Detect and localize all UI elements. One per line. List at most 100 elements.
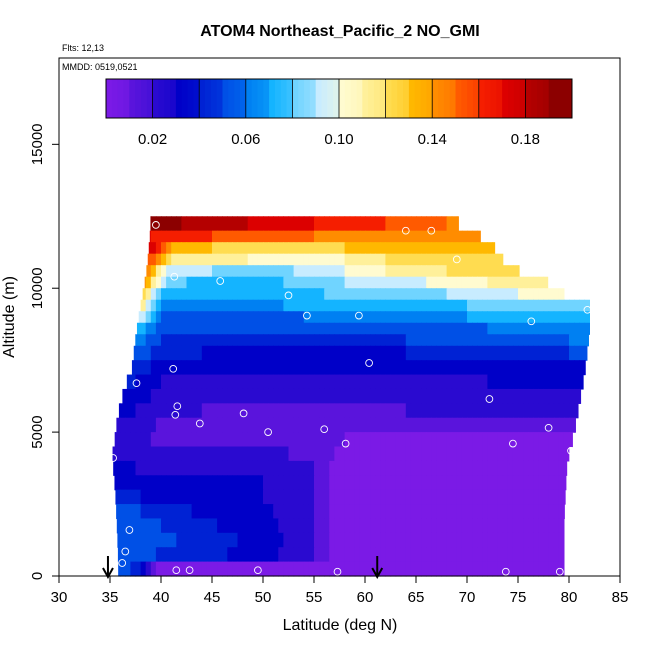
heatmap-cell	[543, 460, 550, 476]
heatmap-cell	[288, 299, 295, 312]
heatmap-cell	[477, 489, 483, 505]
heatmap-cell	[512, 432, 519, 448]
heatmap-cell	[308, 432, 315, 448]
heatmap-cell	[308, 265, 315, 278]
heatmap-cell	[171, 216, 177, 232]
heatmap-cell	[553, 299, 560, 312]
heatmap-cell	[293, 311, 300, 324]
heatmap-cell	[125, 561, 131, 577]
heatmap-cell	[497, 460, 504, 476]
heatmap-cell	[456, 334, 463, 347]
colorbar-segment	[146, 79, 154, 118]
heatmap-cell	[579, 299, 585, 312]
heatmap-cell	[191, 460, 198, 476]
heatmap-cell	[380, 432, 386, 448]
heatmap-cell	[237, 532, 244, 548]
heatmap-cell	[314, 311, 320, 324]
heatmap-cell	[482, 547, 488, 563]
heatmap-cell	[365, 345, 371, 361]
heatmap-cell	[217, 299, 223, 312]
heatmap-cell	[548, 504, 555, 520]
heatmap-cell	[558, 288, 565, 301]
heatmap-cell	[405, 345, 412, 361]
heatmap-cell	[477, 265, 483, 278]
heatmap-cell	[431, 446, 437, 462]
heatmap-cell	[115, 432, 121, 448]
heatmap-cell	[436, 547, 443, 563]
heatmap-cell	[268, 265, 274, 278]
heatmap-cell	[421, 216, 427, 232]
heatmap-cell	[390, 311, 397, 324]
heatmap-cell	[497, 360, 504, 376]
heatmap-cell	[181, 334, 188, 347]
heatmap-cell	[161, 432, 167, 448]
heatmap-cell	[502, 345, 509, 361]
heatmap-cell	[446, 460, 453, 476]
heatmap-cell	[298, 547, 305, 563]
heatmap-cell	[314, 561, 320, 577]
heatmap-cell	[227, 547, 233, 563]
heatmap-cell	[196, 432, 203, 448]
heatmap-cell	[497, 446, 504, 462]
heatmap-cell	[278, 322, 284, 335]
heatmap-cell	[334, 460, 341, 476]
heatmap-cell	[421, 403, 427, 419]
heatmap-cell	[400, 230, 407, 243]
heatmap-cell	[155, 460, 162, 476]
heatmap-cell	[118, 561, 121, 577]
heatmap-cell	[375, 288, 381, 301]
heatmap-cell	[227, 489, 233, 505]
colorbar-tick-label: 0.02	[138, 131, 167, 148]
heatmap-cell	[181, 216, 188, 232]
sample-point	[152, 221, 160, 229]
heatmap-cell	[324, 253, 330, 266]
heatmap-cell	[278, 561, 284, 577]
heatmap-cell	[283, 432, 290, 448]
heatmap-cell	[257, 446, 264, 462]
heatmap-cell	[410, 345, 417, 361]
heatmap-cell	[298, 417, 305, 433]
heatmap-cells	[112, 216, 590, 577]
heatmap-cell	[507, 334, 514, 347]
x-tick-label: 65	[408, 589, 425, 606]
heatmap-cell	[201, 276, 208, 289]
heatmap-cell	[329, 288, 335, 301]
heatmap-cell	[288, 242, 295, 255]
heatmap-cell	[140, 504, 147, 520]
heatmap-cell	[426, 561, 432, 577]
heatmap-cell	[217, 288, 223, 301]
heatmap-cell	[196, 518, 203, 534]
heatmap-cell	[349, 446, 356, 462]
heatmap-cell	[293, 547, 300, 563]
heatmap-cell	[533, 334, 539, 347]
heatmap-cell	[553, 288, 560, 301]
heatmap-cell	[268, 475, 274, 491]
heatmap-cell	[410, 532, 417, 548]
heatmap-cell	[538, 475, 545, 491]
heatmap-cell	[472, 446, 478, 462]
heatmap-cell	[212, 388, 218, 404]
heatmap-cell	[135, 345, 142, 361]
heatmap-cell	[426, 403, 432, 419]
heatmap-cell	[487, 518, 494, 534]
heatmap-cell	[385, 322, 392, 335]
heatmap-cell	[533, 432, 539, 448]
heatmap-cell	[176, 288, 182, 301]
heatmap-cell	[553, 374, 560, 390]
heatmap-cell	[472, 388, 478, 404]
heatmap-cell	[436, 374, 443, 390]
heatmap-cell	[359, 276, 366, 289]
heatmap-cell	[319, 311, 325, 324]
heatmap-cell	[181, 561, 188, 577]
heatmap-cell	[273, 265, 279, 278]
heatmap-cell	[161, 360, 167, 376]
heatmap-cell	[359, 518, 366, 534]
heatmap-cell	[390, 242, 397, 255]
heatmap-cell	[574, 334, 580, 347]
heatmap-cell	[390, 299, 397, 312]
heatmap-cell	[523, 561, 529, 577]
heatmap-cell	[467, 432, 473, 448]
heatmap-cell	[365, 230, 371, 243]
heatmap-cell	[380, 388, 386, 404]
heatmap-cell	[273, 403, 279, 419]
